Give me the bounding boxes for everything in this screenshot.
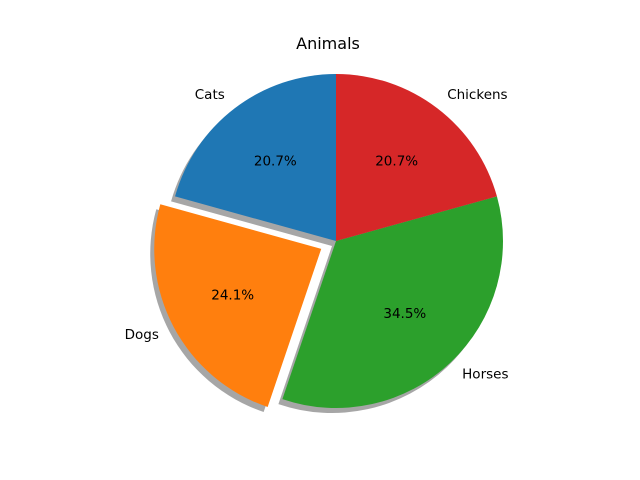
- slice-label-cats: Cats: [195, 87, 225, 103]
- pie-slice-cats: [175, 74, 336, 241]
- label-layer: Cats 20.7% Dogs 24.1% Horses 34.5% Chickens 20.…: [125, 87, 509, 383]
- chart-title: Animals: [296, 34, 360, 53]
- slice-percent-chickens: 20.7%: [375, 153, 418, 169]
- pie-slice-horses: [282, 196, 504, 408]
- slice-label-horses: Horses: [462, 367, 508, 383]
- slice-layer: [154, 74, 504, 408]
- pie-slice-chickens: [336, 74, 497, 241]
- slice-percent-cats: 20.7%: [254, 153, 297, 169]
- slice-label-dogs: Dogs: [125, 327, 159, 343]
- pie-slice-dogs: [154, 204, 322, 407]
- slice-label-chickens: Chickens: [447, 87, 507, 103]
- slice-percent-horses: 34.5%: [383, 306, 426, 322]
- slice-percent-dogs: 24.1%: [211, 288, 254, 304]
